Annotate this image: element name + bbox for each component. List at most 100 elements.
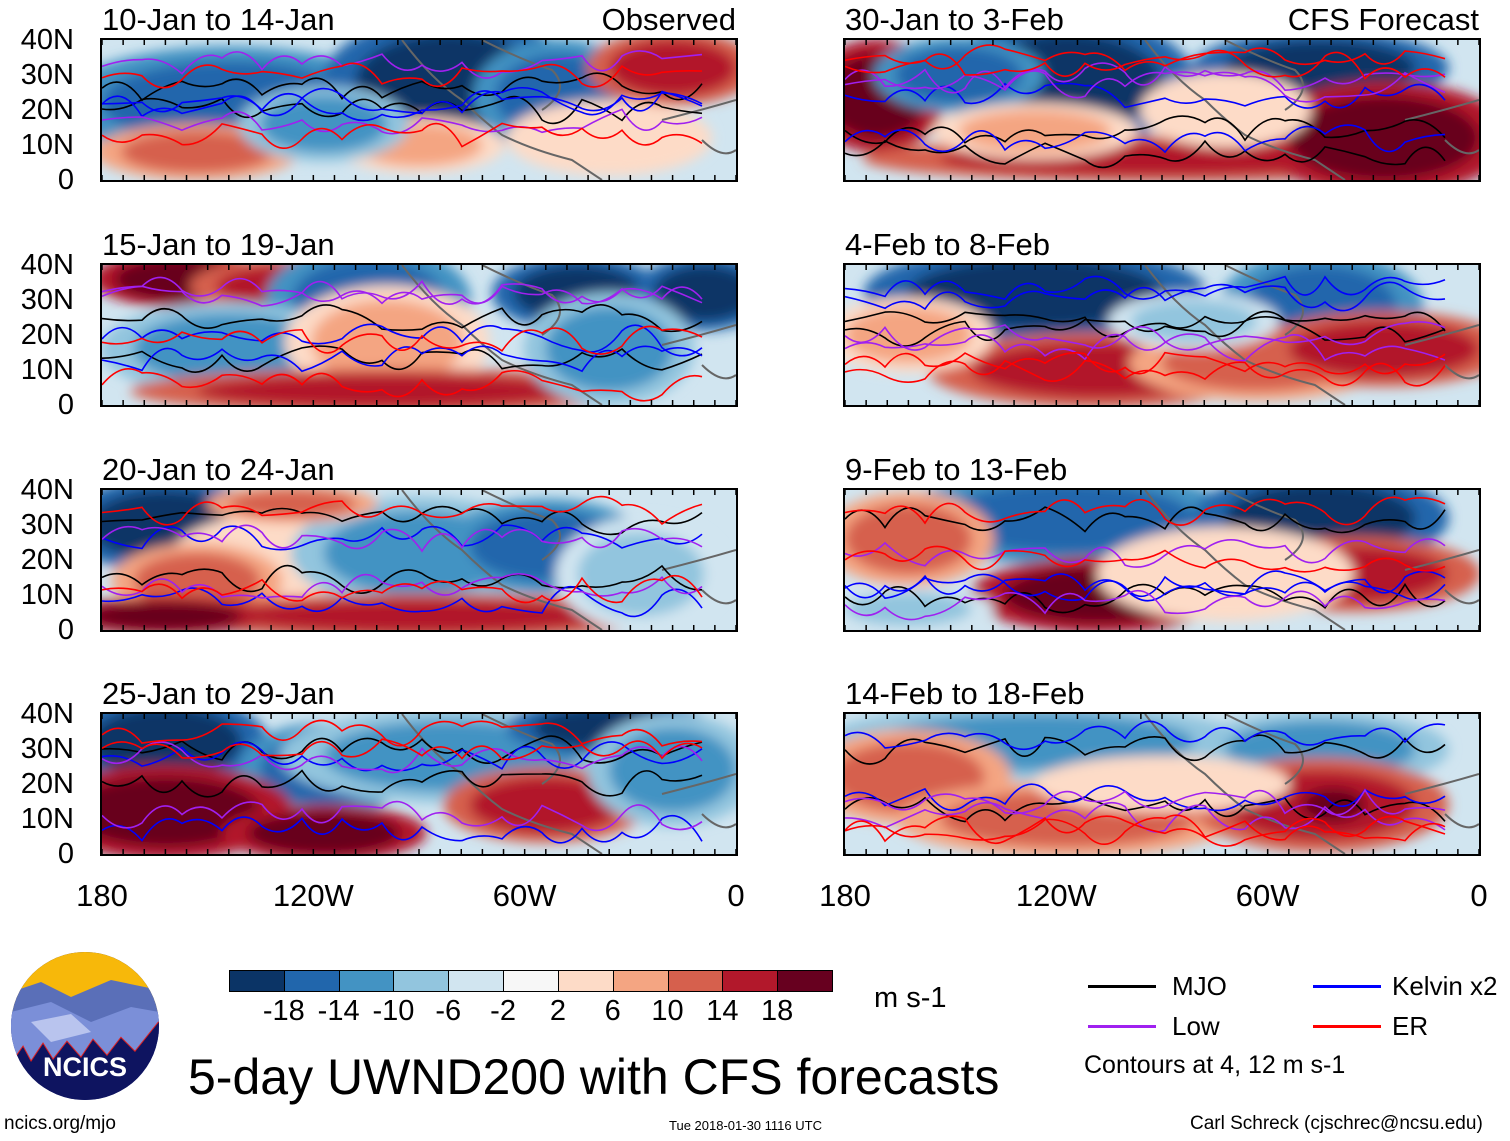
lat-tick-label: 30N (20, 509, 74, 541)
panel-title: 4-Feb to 8-Feb (845, 227, 1051, 262)
lat-tick-label: 20N (20, 768, 74, 800)
coastline (401, 265, 736, 405)
kelvin-contour (102, 814, 703, 844)
er-contour (845, 496, 1446, 526)
coastline (401, 40, 736, 180)
panel-title: 10-Jan to 14-Jan (102, 2, 335, 37)
footer-url[interactable]: ncics.org/mjo (4, 1113, 116, 1134)
er-contour (845, 545, 1446, 573)
figure-title: 5-day UWND200 with CFS forecasts (188, 1049, 1000, 1105)
wind-anomaly-region (102, 602, 242, 630)
colorbar-label: 2 (549, 995, 566, 1027)
colorbar-swatch (283, 970, 340, 992)
coastline (1144, 40, 1479, 180)
kelvin-contour (102, 90, 703, 122)
wind-anomaly-region (1066, 763, 1258, 805)
mjo-contour (102, 735, 703, 765)
lon-tick-label: 60W (492, 878, 557, 913)
wind-anomaly-region (247, 812, 400, 854)
mjo-contour (102, 345, 703, 373)
colorbar-label: -6 (435, 995, 462, 1027)
lat-tick-label: 20N (20, 544, 74, 576)
lat-tick-label: 30N (20, 59, 74, 91)
lat-tick-label: 0 (57, 614, 74, 646)
map-panel (843, 38, 1481, 182)
lon-tick-label: 180 (76, 878, 128, 913)
colorbar-label: 18 (761, 995, 794, 1027)
lon-tick-label: 120W (1015, 878, 1097, 913)
panel-source-tag: Observed (601, 2, 736, 37)
coastline (1144, 714, 1479, 854)
kelvin-contour (845, 281, 1446, 312)
map-panel (843, 712, 1481, 856)
coastline (401, 714, 736, 854)
colorbar-swatch (393, 970, 450, 992)
er-contour (845, 351, 1446, 375)
lon-tick-label: 0 (727, 878, 745, 913)
mjo-contour (845, 316, 1446, 347)
svg-text:NCICS: NCICS (43, 1052, 127, 1082)
lat-tick-label: 40N (20, 698, 74, 730)
mjo-contour (102, 564, 703, 594)
lat-tick-label: 40N (20, 24, 74, 56)
er-contour (845, 44, 1446, 72)
low-contour (845, 70, 1446, 103)
colorbar-swatch (503, 970, 559, 992)
wind-anomaly-region (228, 490, 356, 518)
panel-title: 25-Jan to 29-Jan (102, 676, 335, 711)
colorbar-label: -2 (490, 995, 516, 1027)
er-contour (102, 575, 703, 604)
colorbar-label: 6 (604, 995, 621, 1027)
panel-title: 15-Jan to 19-Jan (102, 227, 335, 262)
legend-line-mjo (1088, 985, 1156, 988)
legend-line-kelvin (1313, 985, 1381, 988)
kelvin-contour (102, 86, 703, 118)
colorbar-swatch (777, 970, 833, 992)
lat-tick-label: 10N (20, 579, 74, 611)
kelvin-contour (845, 720, 1446, 751)
er-contour (102, 62, 703, 89)
low-contour (102, 800, 703, 832)
coastline (1144, 265, 1479, 405)
colorbar-label: -18 (262, 995, 305, 1027)
lat-tick-label: 10N (20, 354, 74, 386)
colorbar-units: m s-1 (874, 982, 947, 1014)
panel-title: 20-Jan to 24-Jan (102, 452, 335, 487)
coastline (401, 490, 736, 630)
low-contour (845, 538, 1446, 568)
legend-label-kelvin: Kelvin x2 (1392, 971, 1498, 1001)
lat-tick-label: 0 (57, 164, 74, 196)
panel-source-tag: CFS Forecast (1287, 2, 1479, 37)
mjo-contour (102, 72, 703, 102)
map-panel (100, 712, 738, 856)
er-contour (845, 815, 1446, 847)
kelvin-contour (845, 124, 1446, 154)
colorbar-label: -14 (317, 995, 360, 1027)
wind-anomaly-region (845, 504, 972, 574)
kelvin-contour (102, 323, 703, 357)
lon-tick-label: 180 (819, 878, 871, 913)
legend-line-er (1313, 1025, 1381, 1028)
map-panel (843, 263, 1481, 407)
lat-tick-label: 20N (20, 94, 74, 126)
colorbar-swatch (667, 970, 724, 992)
low-contour (845, 62, 1446, 94)
wind-anomaly-region (1288, 96, 1479, 180)
wind-anomaly-region (895, 47, 1023, 103)
wind-anomaly-region (133, 314, 324, 384)
panel-title: 30-Jan to 3-Feb (845, 2, 1064, 37)
er-contour (845, 814, 1446, 845)
colorbar-label: 10 (651, 995, 684, 1027)
kelvin-contour (102, 345, 703, 373)
mjo-contour (102, 95, 703, 125)
mjo-contour (845, 310, 1446, 338)
lon-tick-label: 60W (1235, 878, 1300, 913)
footer-author: Carl Schreck (cjschrec@ncsu.edu) (1190, 1113, 1483, 1134)
er-contour (102, 325, 703, 355)
wind-anomaly-region (260, 96, 388, 152)
colorbar-swatch (612, 970, 669, 992)
low-contour (102, 276, 703, 305)
lon-tick-label: 0 (1470, 878, 1488, 913)
legend-note: Contours at 4, 12 m s-1 (1084, 1051, 1346, 1079)
mjo-contour (845, 734, 1446, 765)
